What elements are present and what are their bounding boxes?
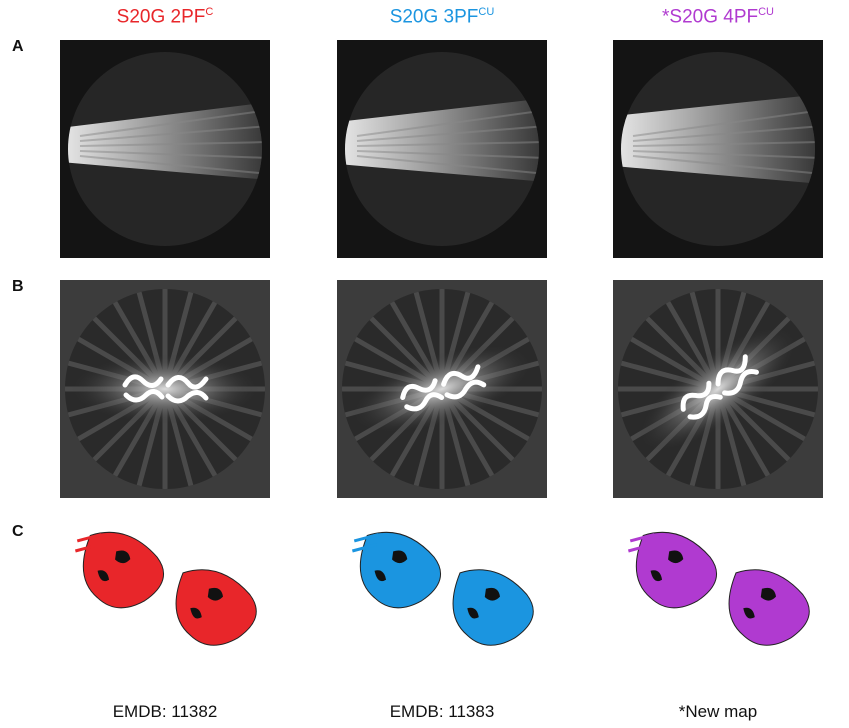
figure: ABCS20G 2PFCEMDB: 11382 S20G 3PFCUEMDB: … [0,0,849,728]
column-title: S20G 3PFCU [312,6,572,28]
caption: EMDB: 11383 [312,702,572,722]
cross-section [613,280,823,498]
title-superscript: C [205,6,213,18]
class-average [337,40,547,258]
density-map [601,530,841,690]
caption: EMDB: 11382 [35,702,295,722]
cross-section [337,280,547,498]
density-map [325,530,565,690]
title-text: *S20G 4PF [662,6,758,27]
panel-label: B [12,278,24,296]
title-text: S20G 2PF [117,6,206,27]
title-superscript: CU [478,6,494,18]
cross-section [60,280,270,498]
panel-label: C [12,523,24,541]
class-average [60,40,270,258]
column-title: *S20G 4PFCU [588,6,848,28]
title-text: S20G 3PF [390,6,479,27]
panel-label: A [12,38,24,56]
title-superscript: CU [758,6,774,18]
class-average [613,40,823,258]
density-map [48,530,288,690]
caption: *New map [588,702,848,722]
column-title: S20G 2PFC [35,6,295,28]
